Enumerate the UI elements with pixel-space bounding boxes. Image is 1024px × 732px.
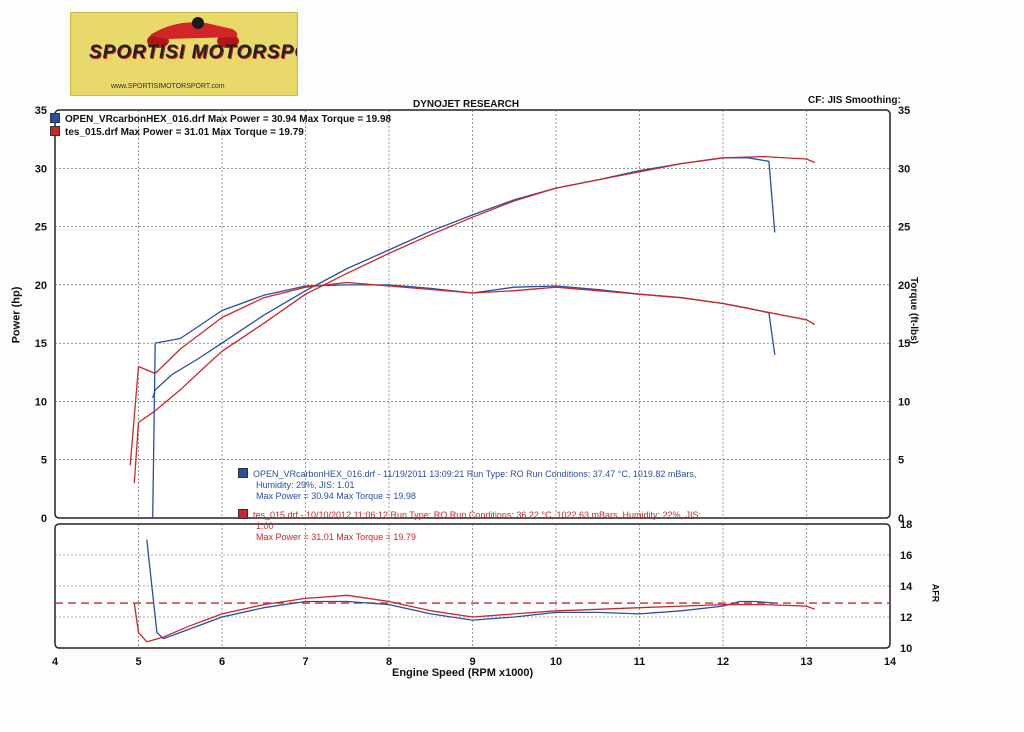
cf-smoothing-label: CF: JIS Smoothing: bbox=[808, 95, 901, 106]
x-axis-label: Engine Speed (RPM x1000) bbox=[392, 667, 534, 679]
logo-url: www.SPORTISIMOTORSPORT.com bbox=[111, 83, 225, 90]
y-tick-label: 25 bbox=[35, 222, 47, 234]
top-legend-text-2: tes_015.drf Max Power = 31.01 Max Torque… bbox=[65, 127, 304, 138]
x-tick-label: 12 bbox=[717, 656, 729, 668]
y2-tick-label: 10 bbox=[898, 396, 910, 408]
y2-tick-label: 15 bbox=[898, 338, 910, 350]
run-info-2-line-3: Max Power = 31.01 Max Torque = 19.79 bbox=[256, 532, 416, 542]
series-line-afr-red bbox=[133, 594, 816, 643]
run-info-2-line-2: 1.00 bbox=[256, 521, 274, 531]
afr-tick-label: 14 bbox=[900, 581, 913, 593]
y2-tick-label: 35 bbox=[898, 105, 910, 117]
run-info-1-line-3: Max Power = 30.94 Max Torque = 19.98 bbox=[256, 491, 416, 501]
chart-title: DYNOJET RESEARCH bbox=[413, 99, 520, 110]
y-tick-label: 35 bbox=[35, 105, 47, 117]
motorcycle-icon bbox=[147, 17, 239, 48]
afr-tick-label: 12 bbox=[900, 612, 912, 624]
blue-swatch-icon bbox=[50, 113, 60, 123]
y2-tick-label: 25 bbox=[898, 222, 910, 234]
x-tick-label: 10 bbox=[550, 656, 562, 668]
x-tick-label: 6 bbox=[219, 656, 225, 668]
y2-tick-label: 5 bbox=[898, 455, 904, 467]
x-tick-label: 11 bbox=[634, 656, 646, 668]
y2-tick-label: 0 bbox=[898, 513, 904, 525]
series-line-torque-red bbox=[129, 281, 816, 466]
y2-tick-label: 30 bbox=[898, 163, 910, 175]
series-line-power-red bbox=[133, 155, 816, 484]
logo-brand: SPORTISI MOTORSPORT bbox=[89, 42, 297, 63]
logo: SPORTISI MOTORSPORT www.SPORTISIMOTORSPO… bbox=[70, 12, 298, 96]
y2-axis-label: Torque (ft-lbs) bbox=[908, 276, 920, 345]
blue-swatch-icon bbox=[238, 468, 248, 478]
y-tick-label: 30 bbox=[35, 163, 47, 175]
y-tick-label: 0 bbox=[41, 513, 47, 525]
x-tick-label: 13 bbox=[800, 656, 812, 668]
x-tick-label: 7 bbox=[302, 656, 308, 668]
x-tick-label: 9 bbox=[469, 656, 475, 668]
top-legend-entry-1: OPEN_VRcarbonHEX_016.drf Max Power = 30.… bbox=[50, 113, 391, 125]
afr-axis-label: AFR bbox=[930, 583, 941, 603]
series-line-afr-blue bbox=[146, 539, 774, 640]
top-legend-entry-2: tes_015.drf Max Power = 31.01 Max Torque… bbox=[50, 126, 304, 138]
y-tick-label: 20 bbox=[35, 280, 47, 292]
y-tick-label: 5 bbox=[41, 455, 47, 467]
afr-tick-label: 16 bbox=[900, 550, 912, 562]
x-tick-label: 5 bbox=[135, 656, 141, 668]
x-tick-label: 8 bbox=[386, 656, 392, 668]
x-tick-label: 14 bbox=[884, 656, 897, 668]
run-info-2: tes_015.drf - 10/10/2012 11:06:12 Run Ty… bbox=[238, 509, 701, 543]
afr-tick-label: 18 bbox=[900, 519, 912, 531]
y-tick-label: 15 bbox=[35, 338, 47, 350]
run-info-1-line-2: Humidity: 29%, JIS: 1.01 bbox=[256, 480, 355, 490]
afr-tick-label: 10 bbox=[900, 643, 912, 655]
red-swatch-icon bbox=[238, 509, 248, 519]
y-tick-label: 10 bbox=[35, 396, 47, 408]
red-swatch-icon bbox=[50, 126, 60, 136]
run-info-1-line-1: OPEN_VRcarbonHEX_016.drf - 11/19/2011 13… bbox=[253, 469, 697, 479]
y2-tick-label: 20 bbox=[898, 280, 910, 292]
run-info-2-line-1: tes_015.drf - 10/10/2012 11:06:12 Run Ty… bbox=[253, 510, 702, 520]
y-axis-label: Power (hp) bbox=[10, 286, 23, 344]
top-legend-text-1: OPEN_VRcarbonHEX_016.drf Max Power = 30.… bbox=[65, 114, 392, 125]
run-info-1: OPEN_VRcarbonHEX_016.drf - 11/19/2011 13… bbox=[238, 468, 696, 502]
x-tick-label: 4 bbox=[52, 656, 59, 668]
